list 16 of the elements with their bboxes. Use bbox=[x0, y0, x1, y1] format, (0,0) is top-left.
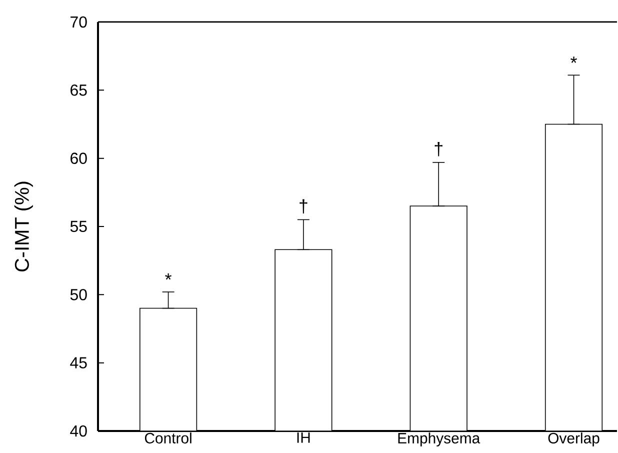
annotation: * bbox=[165, 273, 172, 280]
y-tick-label: 70 bbox=[70, 16, 87, 28]
annotation: * bbox=[570, 56, 577, 63]
y-tick-label: 45 bbox=[70, 357, 87, 368]
y-tick-label: 40 bbox=[70, 425, 87, 437]
y-tick-label: 55 bbox=[70, 220, 87, 232]
x-tick-label: Overlap bbox=[548, 432, 600, 446]
annotation: † bbox=[300, 199, 308, 214]
annotation: † bbox=[434, 142, 442, 156]
y-axis-title: C-IMT (%) bbox=[14, 182, 33, 272]
x-tick-label: Emphysema bbox=[398, 432, 480, 446]
x-tick-label: Control bbox=[144, 432, 192, 444]
y-tick-label: 50 bbox=[70, 289, 87, 300]
y-tick-label: 60 bbox=[70, 152, 87, 164]
y-tick-label: 65 bbox=[70, 84, 87, 96]
x-tick-label: IH bbox=[297, 432, 310, 443]
